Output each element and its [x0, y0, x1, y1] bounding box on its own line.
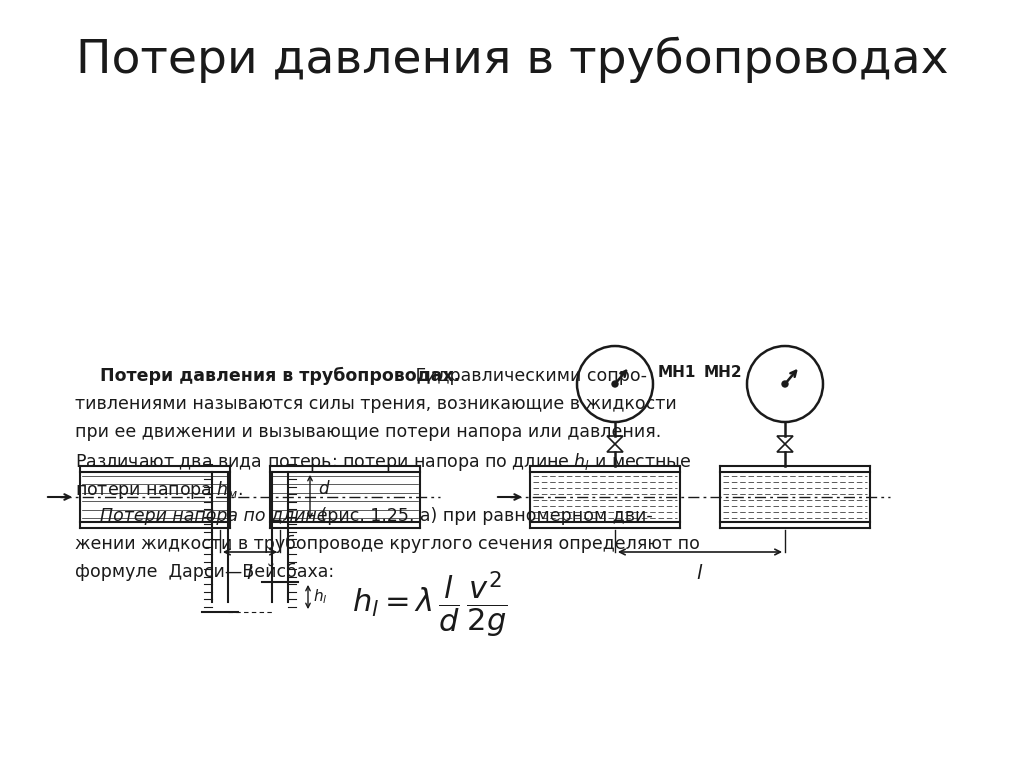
Text: $l$: $l$	[696, 564, 703, 583]
Text: Различают два вида потерь: потери напора по длине $h_l$ и местные: Различают два вида потерь: потери напора…	[75, 451, 691, 473]
Text: $l$: $l$	[247, 564, 254, 583]
Text: жении жидкости в трубопроводе круглого сечения определяют по: жении жидкости в трубопроводе круглого с…	[75, 535, 699, 553]
Text: МН1: МН1	[658, 365, 696, 380]
Text: $h_l = \lambda \, \dfrac{l}{d} \, \dfrac{v^2}{2g}$: $h_l = \lambda \, \dfrac{l}{d} \, \dfrac…	[352, 570, 508, 640]
Text: потери напора $h_м$.: потери напора $h_м$.	[75, 479, 243, 501]
Text: тивлениями называются силы трения, возникающие в жидкости: тивлениями называются силы трения, возни…	[75, 395, 677, 413]
Text: при ее движении и вызывающие потери напора или давления.: при ее движении и вызывающие потери напо…	[75, 423, 662, 441]
Circle shape	[612, 381, 618, 387]
Circle shape	[782, 381, 788, 387]
Text: Потери давления в трубопроводах.: Потери давления в трубопроводах.	[100, 367, 460, 385]
Text: формуле  Дарси—Вейсбаха:: формуле Дарси—Вейсбаха:	[75, 563, 334, 581]
Text: Гидравлическими сопро-: Гидравлическими сопро-	[410, 367, 647, 385]
Text: $d$: $d$	[318, 480, 331, 498]
Text: Потери напора по длине: Потери напора по длине	[100, 507, 328, 525]
Text: Потери давления в трубопроводах: Потери давления в трубопроводах	[76, 37, 948, 84]
Text: $h_l$: $h_l$	[313, 588, 328, 607]
Text: МН2: МН2	[703, 365, 742, 380]
Text: (рис. 1.25, а) при равномерном дви-: (рис. 1.25, а) при равномерном дви-	[315, 507, 652, 525]
